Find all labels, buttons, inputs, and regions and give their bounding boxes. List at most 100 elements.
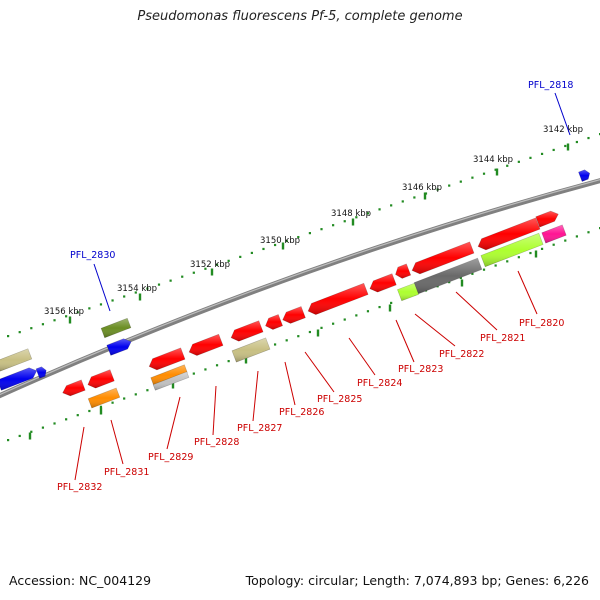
track-dot xyxy=(343,220,346,223)
gene-arrow xyxy=(87,387,121,409)
track-dot xyxy=(41,323,45,326)
track-dot xyxy=(378,305,381,309)
label-leader-line xyxy=(93,263,111,312)
major-tick xyxy=(388,304,392,312)
major-tick xyxy=(423,192,427,200)
gene-label: PFL_2831 xyxy=(104,467,149,478)
gene-labels: PFL_2818 PFL_2830 PFL_2820 PFL_2821 PFL_2822… xyxy=(57,80,573,493)
label-leader-line xyxy=(252,370,259,422)
track-dot xyxy=(146,287,149,290)
track-dot xyxy=(355,216,358,219)
track-dot xyxy=(332,224,335,227)
gene-label: PFL_2821 xyxy=(480,333,525,344)
gene-arrow xyxy=(477,217,541,251)
track-dot xyxy=(343,318,346,321)
gene-label: PFL_2823 xyxy=(398,364,443,375)
gene-arrow xyxy=(188,333,224,356)
track-dot xyxy=(308,330,312,334)
gene-label: PFL_2826 xyxy=(279,407,324,418)
major-tick xyxy=(316,329,320,337)
gene-arrow xyxy=(307,282,369,315)
track-dot xyxy=(494,168,497,171)
track-dot xyxy=(250,251,253,255)
track-dot xyxy=(41,426,45,429)
track-dot xyxy=(215,364,219,367)
gene-label: PFL_2830 xyxy=(70,250,115,261)
gene-arrow xyxy=(369,273,397,293)
track-dot xyxy=(273,343,277,346)
track-dot xyxy=(552,148,555,152)
gene-arrow xyxy=(397,282,419,302)
track-dot xyxy=(320,228,323,231)
major-tick xyxy=(138,293,142,301)
gene-arrow xyxy=(395,263,412,279)
track-dot xyxy=(575,140,578,144)
track-dot xyxy=(192,271,195,274)
major-tick xyxy=(351,218,355,226)
accession-text: Accession: NC_004129 xyxy=(9,573,152,588)
track-dot xyxy=(30,327,33,330)
genome-backbone-highlight xyxy=(0,179,600,396)
label-leader-line xyxy=(304,351,335,393)
map-title: Pseudomonas fluorescens Pf-5, complete g… xyxy=(137,9,463,24)
track-dot xyxy=(215,263,219,266)
major-tick xyxy=(244,356,248,364)
track-dot xyxy=(227,259,230,262)
label-leader-line xyxy=(414,313,456,347)
track-dot xyxy=(88,409,91,413)
track-dot xyxy=(111,401,114,404)
gene-arrow xyxy=(230,320,264,342)
genome-summary-text: Topology: circular; Length: 7,074,893 bp… xyxy=(245,573,589,588)
track-dot xyxy=(332,322,335,325)
track-dot xyxy=(564,144,567,148)
track-dot xyxy=(448,184,451,187)
label-leader-line xyxy=(166,396,181,450)
genome-backbone xyxy=(0,178,600,399)
label-leader-line xyxy=(517,270,538,315)
gene-arrow xyxy=(35,366,47,379)
track-dot xyxy=(482,172,486,175)
track-dot xyxy=(552,243,555,246)
track-dot xyxy=(517,160,520,163)
gene-arrow xyxy=(150,364,188,386)
track-dot xyxy=(53,319,56,322)
track-dot xyxy=(459,180,462,183)
track-dot xyxy=(506,260,509,263)
major-tick xyxy=(534,250,538,258)
label-leader-line xyxy=(212,385,217,436)
track-dot xyxy=(436,188,439,191)
track-dot xyxy=(459,276,462,280)
gene-arrow xyxy=(62,379,86,397)
gene-label: PFL_2827 xyxy=(237,423,282,434)
track-dot xyxy=(471,176,474,179)
track-dot xyxy=(540,152,544,156)
gene-arrow xyxy=(148,347,186,371)
track-dot xyxy=(76,311,79,314)
gene-arrow xyxy=(411,241,475,275)
track-dot xyxy=(587,231,590,234)
tick-label: 3150 kbp xyxy=(260,236,300,246)
track-dot xyxy=(123,295,126,298)
tick-label: 3144 kbp xyxy=(473,155,513,165)
track-dot xyxy=(99,405,103,408)
track-dot xyxy=(529,251,532,255)
gene-label: PFL_2825 xyxy=(317,394,362,405)
track-dot xyxy=(587,136,590,140)
track-dot xyxy=(239,255,242,258)
track-dot xyxy=(471,272,474,275)
track-dot xyxy=(413,196,416,199)
gene-arrow xyxy=(282,306,306,324)
track-dot xyxy=(285,239,288,243)
gene-arrow xyxy=(0,348,33,372)
track-dot xyxy=(308,232,312,235)
track-dot xyxy=(99,303,103,306)
gene-arrow xyxy=(541,224,567,244)
gene-arrow xyxy=(152,371,190,391)
tick-label: 3142 kbp xyxy=(543,125,583,135)
track-dot xyxy=(564,239,567,242)
track-dot xyxy=(146,389,149,392)
track-dot xyxy=(366,212,370,215)
track-dot xyxy=(506,164,509,167)
gene-label: PFL_2822 xyxy=(439,349,484,360)
track-dot xyxy=(134,393,137,396)
